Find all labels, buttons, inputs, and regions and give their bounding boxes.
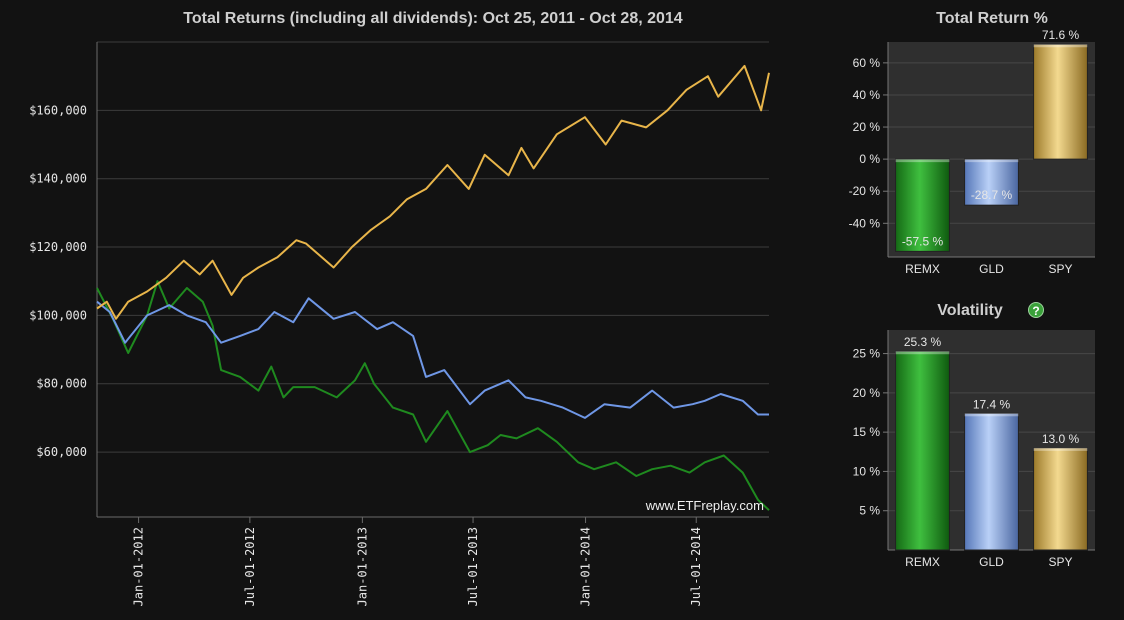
volatility-bar-cap [1033, 447, 1088, 451]
volatility-value-label: 13.0 % [1042, 432, 1080, 446]
volatility-value-label: 17.4 % [973, 397, 1011, 411]
series-line-2 [96, 280, 770, 511]
y-tick-label: $140,000 [29, 172, 87, 186]
return-value-label: -57.5 % [902, 234, 944, 248]
plot-area [97, 42, 769, 517]
y-tick-label: $100,000 [29, 308, 87, 322]
series-line-1 [96, 297, 769, 419]
y-tick-label: $120,000 [29, 240, 87, 254]
volatility-bar-spy [1033, 447, 1088, 551]
watermark: www.ETFreplay.com [645, 498, 764, 513]
bar-y-tick-label: -40 % [849, 216, 881, 230]
volatility-bar-cap [895, 351, 950, 355]
bar-y-tick-label: 60 % [853, 56, 881, 70]
x-tick-label: Jul-01-2014 [689, 527, 703, 606]
line-chart: $60,000 $80,000 $100,000 $120,000 $140,000 $1… [29, 41, 770, 606]
volatility-bar-remx [895, 350, 950, 551]
x-tick-label: Jan-01-2012 [132, 527, 146, 606]
return-category-label: GLD [979, 262, 1004, 276]
return-value-label: 71.6 % [1042, 28, 1080, 42]
y-tick-label: $60,000 [36, 445, 87, 459]
return-value-label: -28.7 % [971, 188, 1013, 202]
return-category-label: SPY [1048, 262, 1072, 276]
bar-y-tick-label: 20 % [853, 120, 881, 134]
bar-y-tick-label: 15 % [853, 425, 881, 439]
x-tick-label: Jan-01-2013 [355, 527, 369, 606]
line-chart-title: Total Returns (including all dividends):… [183, 10, 683, 27]
bar-y-tick-label: 10 % [853, 464, 881, 478]
x-tick-label: Jan-01-2014 [579, 527, 593, 606]
bar-y-tick-label: 0 % [859, 152, 880, 166]
volatility-category-label: REMX [905, 555, 940, 569]
total-return-chart: 60 % 40 % 20 % 0 % -20 % -40 % -57.5 % REMX -28.… [849, 28, 1095, 276]
bar-y-tick-label: 5 % [859, 504, 880, 518]
volatility-category-label: SPY [1048, 555, 1072, 569]
volatility-value-label: 25.3 % [904, 335, 942, 349]
bar-y-tick-label: -20 % [849, 184, 881, 198]
bar-y-tick-label: 20 % [853, 386, 881, 400]
total-return-title: Total Return % [936, 10, 1048, 27]
return-bar-cap [1033, 44, 1088, 48]
y-tick-label: $80,000 [36, 377, 87, 391]
return-bar-gld [964, 158, 1019, 206]
return-bar-spy [1033, 43, 1088, 160]
volatility-bar-gld [964, 412, 1019, 551]
bar-y-tick-label: 25 % [853, 347, 881, 361]
return-bar-cap [895, 159, 950, 163]
volatility-title: Volatility [937, 302, 1003, 319]
return-bar-remx [895, 158, 950, 252]
x-tick-label: Jul-01-2013 [466, 527, 480, 606]
return-bar-cap [964, 159, 1019, 163]
volatility-chart: 25 % 20 % 15 % 10 % 5 % 25.3 % REMX 17.4 % GLD 13… [853, 330, 1095, 569]
return-category-label: REMX [905, 262, 940, 276]
volatility-category-label: GLD [979, 555, 1004, 569]
series-line-0 [96, 64, 770, 320]
bar-y-tick-label: 40 % [853, 88, 881, 102]
x-tick-label: Jul-01-2012 [243, 527, 257, 606]
y-tick-label: $160,000 [29, 103, 87, 117]
volatility-bar-cap [964, 413, 1019, 417]
help-icon[interactable]: ? [1028, 302, 1044, 318]
